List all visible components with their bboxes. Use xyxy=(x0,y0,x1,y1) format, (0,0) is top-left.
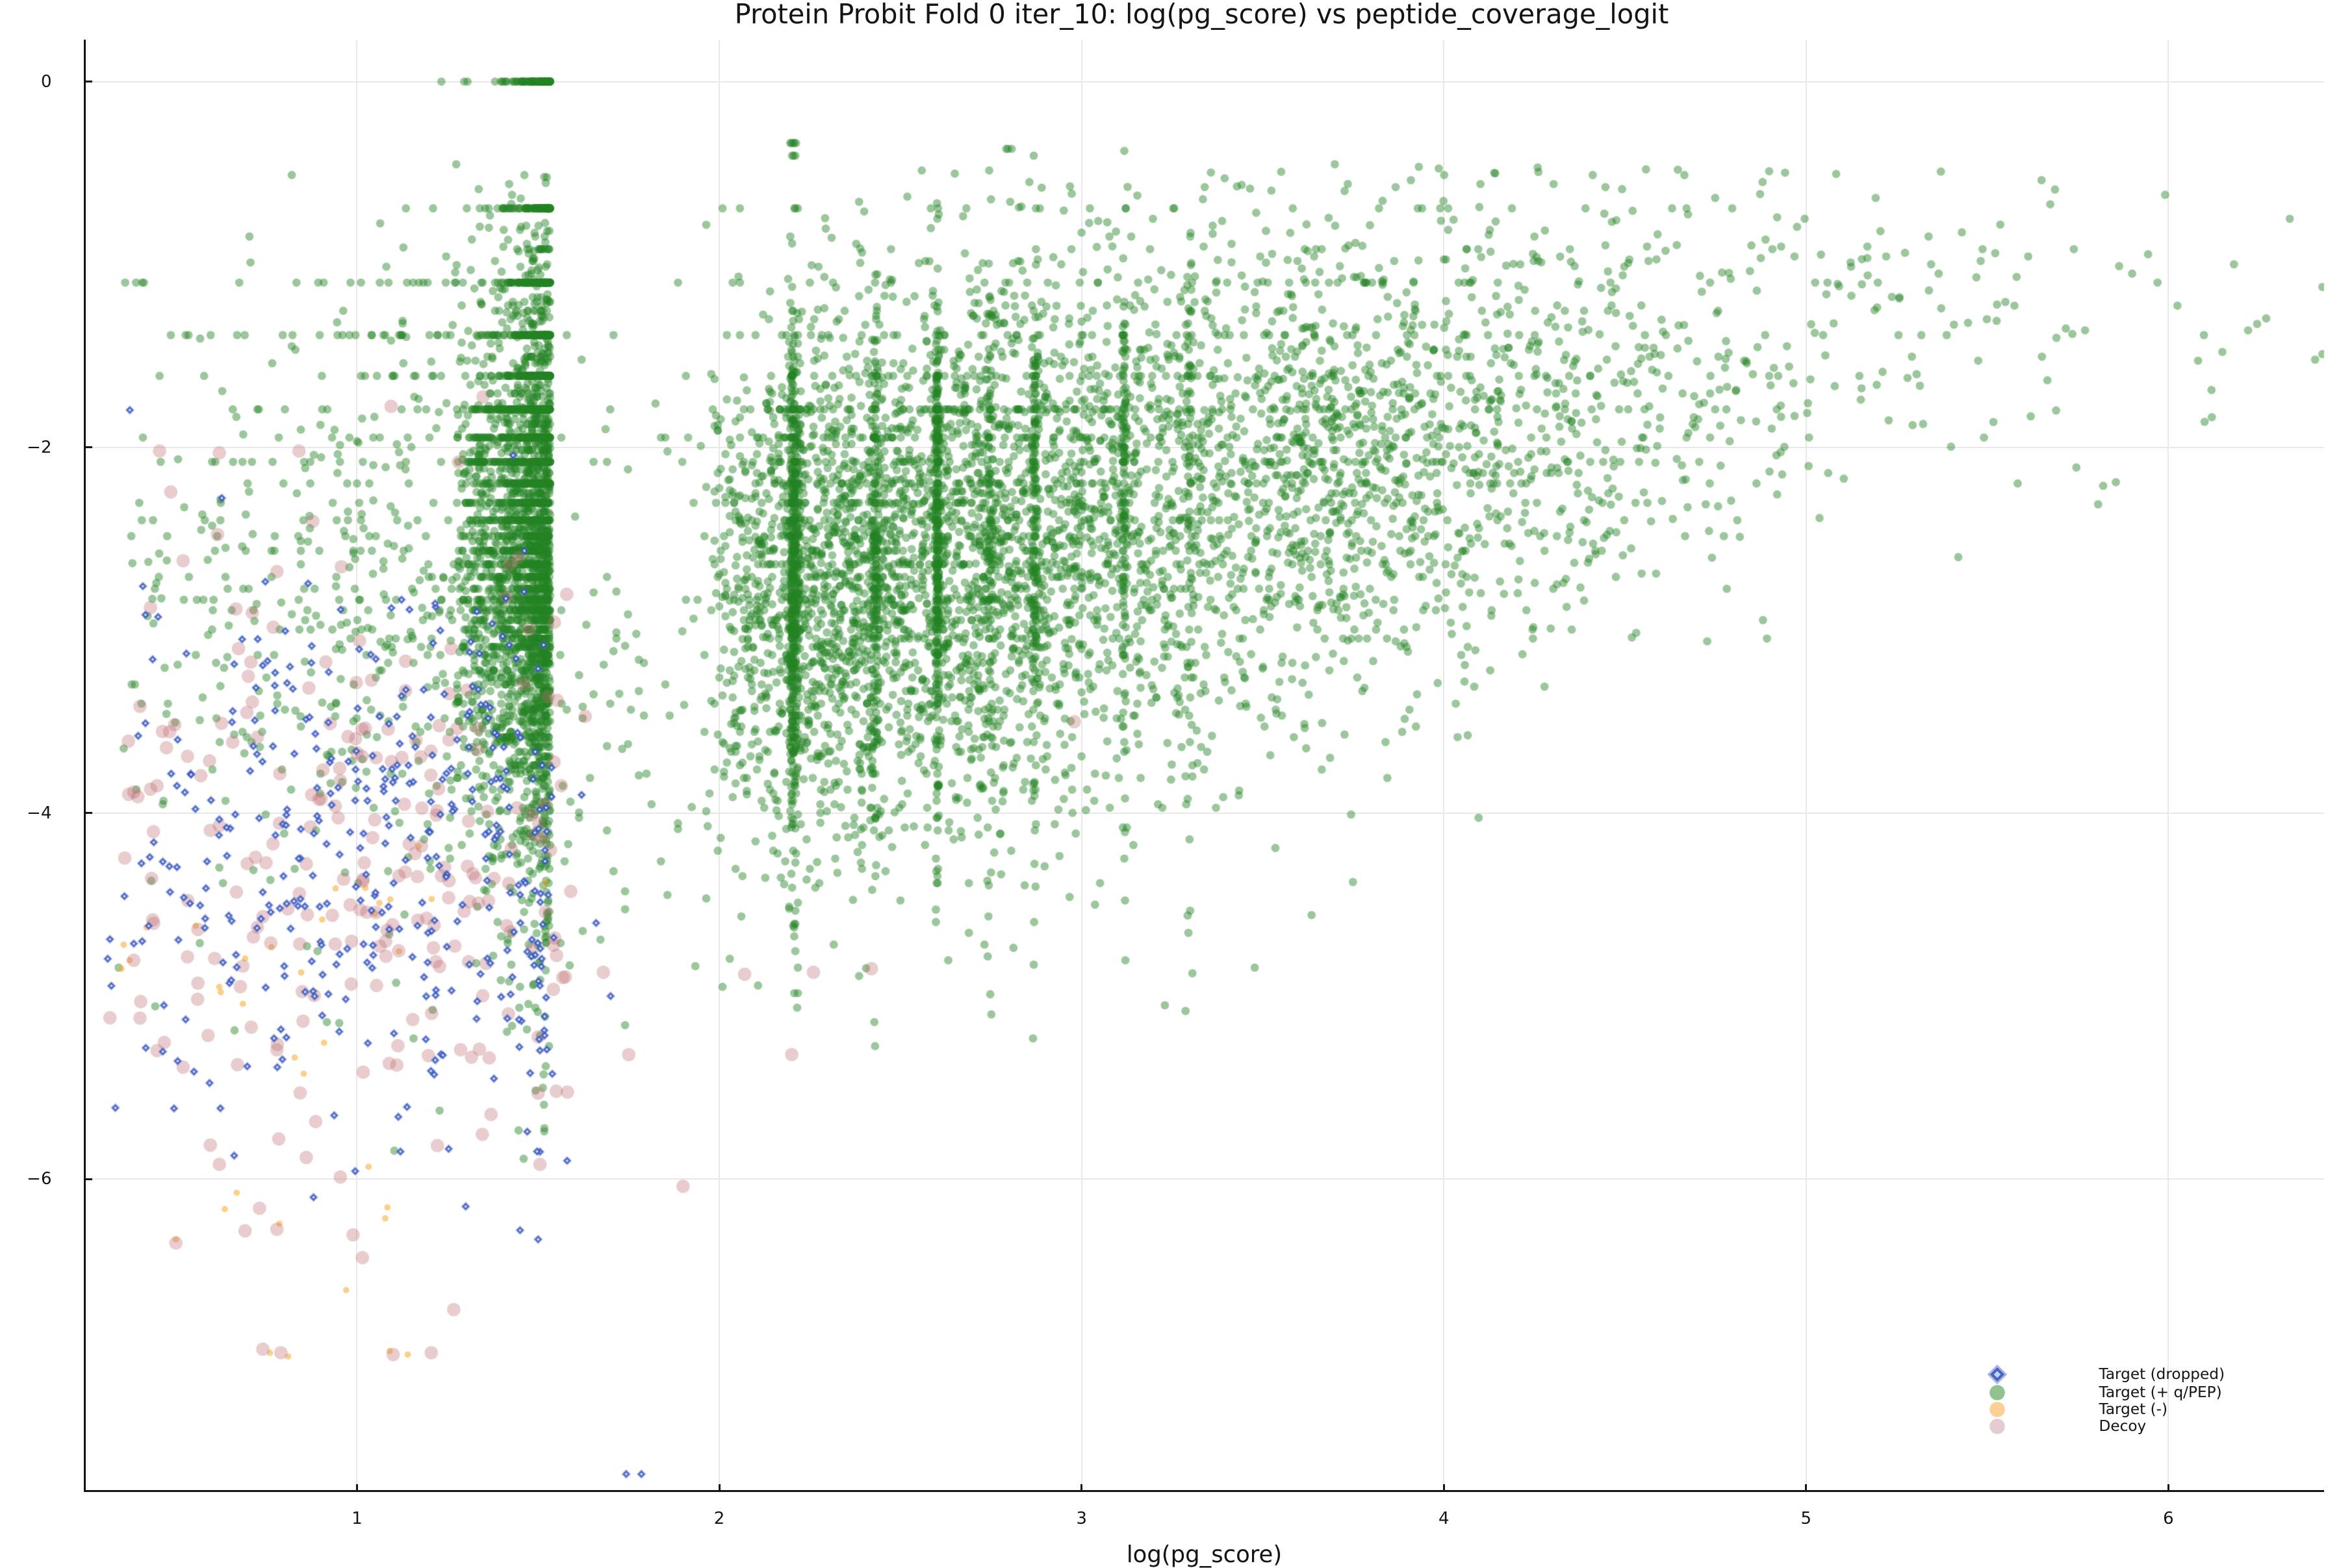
x-tick-label: 2 xyxy=(713,1509,725,1528)
circle-marker-shape xyxy=(1989,1418,2005,1434)
circle-marker-shape xyxy=(1989,1401,2005,1417)
x-tick-label: 3 xyxy=(1076,1509,1087,1528)
x-tick-label: 4 xyxy=(1438,1509,1450,1528)
y-tick-label: 0 xyxy=(40,71,52,92)
y-tick-label: −4 xyxy=(27,803,52,823)
y-tick-mark xyxy=(85,446,92,449)
x-tick-mark xyxy=(718,1484,721,1491)
bottom-spine xyxy=(84,1489,2324,1492)
x-axis-label: log(pg_score) xyxy=(1126,1541,1283,1568)
y-tick-label: −2 xyxy=(27,437,52,457)
circle-icon xyxy=(1989,1384,2005,1400)
circle-marker-shape xyxy=(1989,1384,2005,1400)
x-tick-mark xyxy=(1080,1484,1083,1491)
x-tick-mark xyxy=(355,1484,358,1491)
diamond-icon xyxy=(1987,1364,2008,1385)
circle-icon xyxy=(1989,1401,2005,1417)
x-tick-mark xyxy=(2167,1484,2169,1491)
legend-label: Decoy xyxy=(2099,1417,2147,1435)
legend-label: Target (-) xyxy=(2099,1400,2168,1418)
legend-label: Target (dropped) xyxy=(2099,1365,2225,1383)
x-tick-label: 5 xyxy=(1800,1509,1812,1528)
left-spine xyxy=(84,40,86,1492)
chart-title: Protein Probit Fold 0 iter_10: log(pg_sc… xyxy=(734,0,1669,30)
x-tick-mark xyxy=(1805,1484,1808,1491)
x-tick-mark xyxy=(1442,1484,1445,1491)
legend-label: Target (+ q/PEP) xyxy=(2099,1383,2222,1401)
diamond-inner-shape xyxy=(1993,1371,2001,1378)
x-tick-label: 1 xyxy=(351,1509,363,1528)
circle-icon xyxy=(1989,1418,2005,1434)
y-tick-mark xyxy=(85,812,92,815)
x-tick-label: 6 xyxy=(2163,1509,2174,1528)
y-tick-mark xyxy=(85,1178,92,1180)
y-tick-mark xyxy=(85,81,92,83)
y-tick-label: −6 xyxy=(27,1169,52,1189)
